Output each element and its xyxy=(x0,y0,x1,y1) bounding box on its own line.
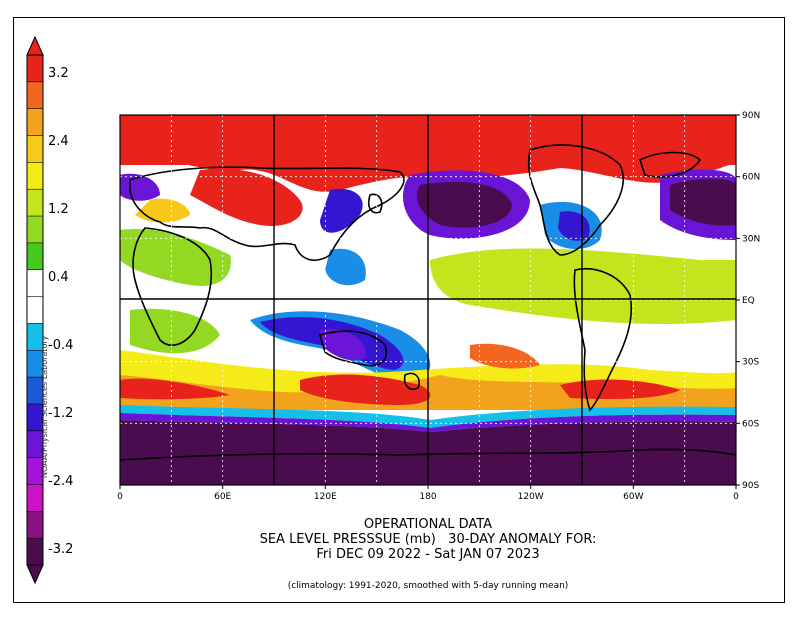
coastlines xyxy=(120,144,736,461)
colorbar-swatch xyxy=(27,377,43,405)
y-tick-label: 90N xyxy=(742,111,760,121)
colorbar-swatch xyxy=(27,484,43,512)
x-tick-label: 0 xyxy=(733,492,739,502)
colorbar-label: 1.2 xyxy=(48,202,69,217)
colorbar-swatch xyxy=(27,511,43,539)
colorbar-swatch xyxy=(27,162,43,190)
colorbar-swatch xyxy=(27,403,43,432)
colorbar-swatch xyxy=(27,135,43,163)
x-tick-label: 120E xyxy=(314,492,337,502)
colorbar-top-arrow xyxy=(26,35,44,56)
title-line-2: SEA LEVEL PRESSSUE (mb) 30-DAY ANOMALY F… xyxy=(259,532,597,547)
x-tick-label: 0 xyxy=(117,492,123,502)
y-tick-label: EQ xyxy=(742,296,755,306)
y-axis-ticks: 90N 60N 30N EQ 30S 60S 90S xyxy=(736,111,760,491)
x-tick-label: 60W xyxy=(623,492,643,502)
x-tick-label: 120W xyxy=(518,492,544,502)
y-tick-label: 60N xyxy=(742,173,760,183)
colorbar-swatch xyxy=(27,269,43,297)
colorbar-swatch xyxy=(27,216,43,244)
x-tick-label: 180 xyxy=(419,492,436,502)
colorbar-label: 0.4 xyxy=(48,270,69,285)
figure-frame xyxy=(13,17,785,603)
colorbar-swatch xyxy=(27,350,43,378)
colorbar-swatch xyxy=(27,538,43,566)
colorbar-border xyxy=(26,54,44,566)
title-line-3: Fri DEC 09 2022 - Sat JAN 07 2023 xyxy=(316,547,540,562)
colorbar-bottom-arrow xyxy=(26,564,44,585)
y-tick-label: 30N xyxy=(742,234,760,244)
climatology-note: (climatology: 1991-2020, smoothed with 5… xyxy=(287,581,569,591)
y-tick-label: 60S xyxy=(742,419,759,429)
colorbar-label: -2.4 xyxy=(48,474,73,489)
colorbar-label: 2.4 xyxy=(48,134,69,149)
colorbar: 3.2 2.4 1.2 0.4 -0.4 -1.2 -2.4 -3.2 xyxy=(26,35,73,585)
colorbar-label: -0.4 xyxy=(48,338,73,353)
colorbar-swatch xyxy=(27,108,43,136)
reference-lines xyxy=(120,115,736,485)
colorbar-swatch xyxy=(27,430,43,458)
colorbar-swatch xyxy=(27,296,43,324)
y-tick-label: 90S xyxy=(742,481,759,491)
colorbar-swatch xyxy=(27,81,43,109)
x-axis-ticks: 0 60E 120E 180 120W 60W 0 xyxy=(117,485,739,502)
colorbar-swatch xyxy=(27,457,43,485)
colorbar-swatch xyxy=(27,323,43,351)
colorbar-label: 3.2 xyxy=(48,66,69,81)
colorbar-swatch xyxy=(27,55,43,83)
colorbar-label: -3.2 xyxy=(48,542,73,557)
x-tick-label: 60E xyxy=(214,492,231,502)
title-line-1: OPERATIONAL DATA xyxy=(363,517,493,532)
credit-label: NOAA/Physical Sciences Laboratory xyxy=(40,335,49,478)
colorbar-label: -1.2 xyxy=(48,406,73,421)
colorbar-swatch xyxy=(27,242,43,271)
colorbar-swatch xyxy=(27,189,43,217)
y-tick-label: 30S xyxy=(742,358,759,368)
